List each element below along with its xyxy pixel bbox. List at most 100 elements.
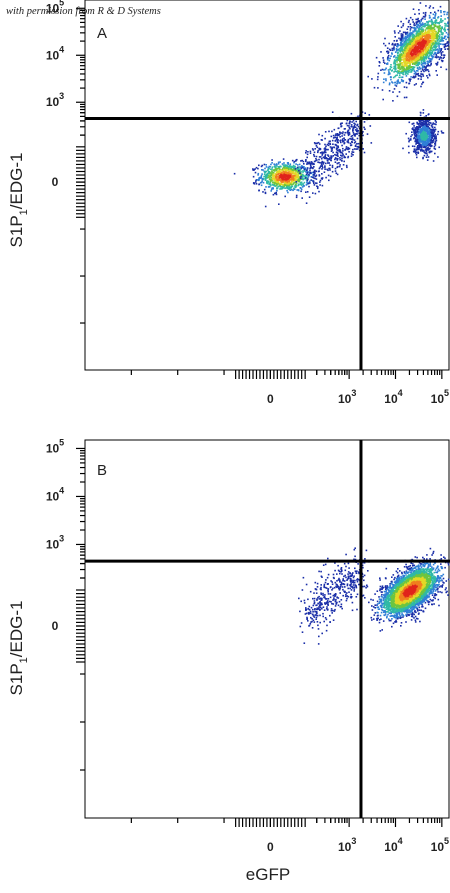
- event-dot: [408, 45, 411, 48]
- event-dot: [441, 33, 444, 36]
- event-dot: [399, 60, 401, 63]
- event-dot: [384, 62, 386, 65]
- event-dot: [403, 37, 406, 39]
- event-dot: [393, 60, 396, 63]
- event-dot: [440, 59, 443, 62]
- event-dot: [406, 66, 408, 69]
- event-dot: [402, 23, 405, 25]
- event-dot: [404, 43, 407, 45]
- event-dot: [419, 128, 421, 130]
- event-dot: [399, 55, 401, 57]
- event-dot: [284, 182, 286, 184]
- event-dot: [293, 176, 295, 179]
- event-dot: [346, 131, 348, 134]
- event-dot: [433, 145, 436, 148]
- event-dot: [408, 49, 410, 52]
- event-dot: [380, 51, 382, 53]
- event-dot: [418, 130, 420, 132]
- event-dot: [302, 170, 304, 172]
- event-dot: [400, 78, 403, 81]
- event-dot: [319, 184, 321, 186]
- event-dot: [307, 178, 309, 180]
- event-dot: [317, 149, 319, 152]
- event-dot: [422, 69, 424, 72]
- event-dot: [440, 51, 442, 54]
- event-dot: [408, 19, 410, 22]
- event-dot: [288, 180, 291, 183]
- event-dot: [417, 68, 420, 70]
- event-dot: [412, 122, 415, 125]
- event-dot: [306, 181, 308, 183]
- event-dot: [400, 72, 402, 74]
- event-dot: [431, 29, 434, 31]
- event-dot: [388, 48, 391, 51]
- event-dot: [411, 38, 413, 41]
- event-dot: [406, 43, 409, 46]
- event-dot: [424, 56, 427, 59]
- event-dot: [388, 619, 391, 622]
- event-dot: [440, 36, 443, 39]
- event-dot: [403, 65, 406, 67]
- event-dot: [436, 64, 438, 66]
- event-dot: [300, 175, 302, 178]
- event-dot: [300, 167, 302, 170]
- event-dot: [426, 47, 428, 49]
- event-dot: [434, 142, 436, 145]
- event-dot: [321, 166, 324, 169]
- event-dot: [342, 150, 344, 152]
- event-dot: [371, 78, 373, 80]
- event-dot: [286, 181, 289, 184]
- event-dot: [438, 46, 440, 48]
- event-dot: [257, 179, 260, 181]
- event-dot: [301, 184, 303, 187]
- event-dot: [438, 26, 440, 28]
- event-dot: [443, 11, 445, 13]
- event-dot: [255, 166, 258, 169]
- event-dot: [324, 137, 326, 140]
- event-dot: [408, 139, 411, 141]
- event-dot: [420, 28, 422, 31]
- event-dot: [423, 59, 426, 62]
- event-dot: [329, 169, 331, 171]
- event-dot: [421, 144, 423, 146]
- event-dot: [295, 184, 297, 186]
- event-dot: [416, 156, 418, 159]
- event-dot: [345, 122, 348, 125]
- event-dot: [306, 163, 308, 165]
- event-dot: [353, 122, 355, 125]
- event-dot: [390, 55, 392, 57]
- event-dot: [434, 46, 436, 49]
- event-dot: [413, 35, 416, 38]
- event-dot: [428, 151, 431, 154]
- event-dot: [290, 173, 293, 175]
- event-dot: [332, 134, 335, 137]
- event-dot: [428, 131, 430, 133]
- event-dot: [271, 178, 274, 181]
- event-dot: [417, 78, 420, 80]
- event-dot: [427, 49, 430, 51]
- event-dot: [391, 43, 393, 46]
- event-dot: [313, 151, 316, 154]
- event-dot: [318, 143, 321, 145]
- event-dot: [308, 171, 311, 173]
- event-dot: [341, 122, 343, 124]
- event-dot: [313, 184, 316, 186]
- event-dot: [258, 176, 261, 179]
- event-dot: [425, 561, 428, 564]
- event-dot: [423, 121, 426, 123]
- event-dot: [270, 163, 272, 166]
- event-dots: [298, 539, 450, 645]
- event-dot: [420, 60, 423, 62]
- event-dot: [287, 176, 289, 179]
- event-dot: [412, 59, 414, 62]
- event-dot: [432, 138, 435, 141]
- event-dot: [386, 50, 389, 53]
- event-dot: [290, 182, 292, 185]
- event-dot: [291, 185, 294, 188]
- event-dot: [284, 175, 286, 177]
- event-dot: [442, 32, 444, 34]
- event-dot: [331, 170, 334, 173]
- event-dot: [422, 121, 424, 123]
- event-dot: [270, 179, 273, 182]
- event-dot: [387, 54, 390, 57]
